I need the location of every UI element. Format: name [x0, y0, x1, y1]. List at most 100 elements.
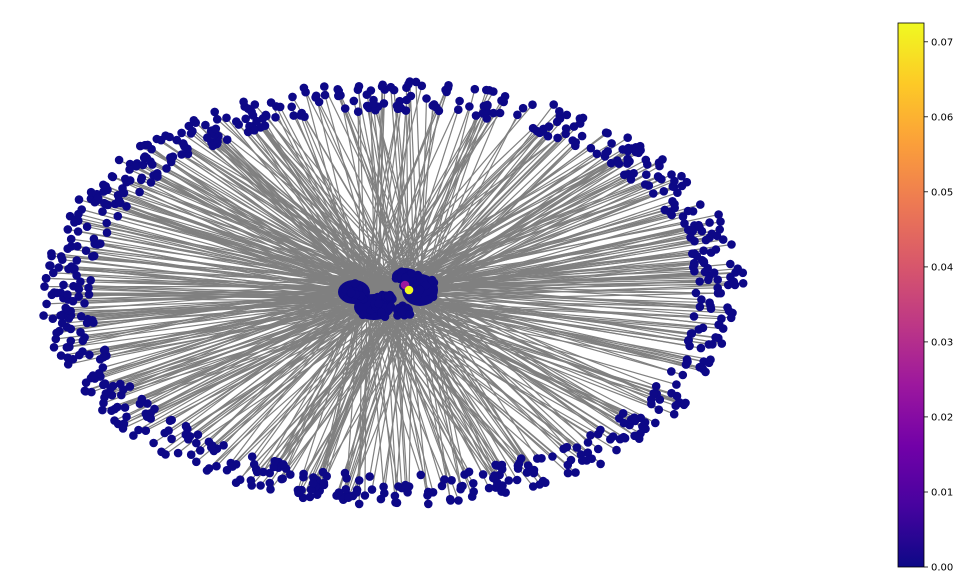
graph-node	[39, 311, 48, 320]
graph-edge	[402, 286, 507, 493]
graph-node	[549, 100, 558, 109]
graph-edge	[422, 288, 711, 307]
graph-node	[234, 120, 243, 129]
graph-node	[715, 320, 724, 330]
graph-node	[320, 82, 329, 91]
graph-node	[470, 84, 480, 94]
graph-edge	[84, 292, 366, 392]
graph-edge	[62, 259, 373, 296]
graph-node	[544, 122, 554, 131]
graph-node	[271, 113, 280, 122]
graph-node	[137, 394, 147, 404]
graph-node	[68, 296, 78, 306]
graph-edge	[378, 104, 533, 286]
graph-node	[52, 288, 62, 298]
graph-node	[695, 277, 704, 286]
graph-edge	[407, 84, 415, 296]
graph-edge	[412, 291, 522, 459]
graph-node	[671, 401, 680, 411]
graph-node	[334, 91, 343, 101]
graph-edge	[363, 112, 501, 298]
graph-node	[78, 336, 88, 346]
graph-node	[334, 488, 344, 497]
graph-node	[572, 443, 582, 452]
graph-node	[235, 475, 245, 485]
graph-node	[203, 133, 212, 142]
graph-node	[407, 269, 416, 278]
graph-node	[601, 128, 611, 137]
graph-node	[514, 459, 524, 468]
graph-node	[239, 97, 248, 107]
graph-node	[80, 299, 89, 308]
graph-node	[682, 355, 692, 364]
graph-node	[61, 303, 70, 313]
graph-node	[125, 382, 135, 391]
graph-node	[146, 414, 155, 423]
graph-node	[252, 467, 262, 477]
graph-edge	[402, 295, 672, 372]
graph-edge	[427, 302, 466, 475]
graph-edge	[243, 101, 396, 293]
graph-node	[386, 302, 396, 312]
graph-node	[392, 498, 402, 508]
graph-node	[716, 288, 725, 298]
graph-node	[396, 103, 406, 113]
graph-node	[405, 310, 415, 319]
graph-node	[49, 268, 58, 278]
graph-node	[690, 236, 699, 246]
graph-edge	[90, 287, 368, 379]
graph-node	[680, 219, 689, 228]
graph-node	[160, 428, 169, 438]
graph-node	[548, 452, 557, 461]
graph-node	[698, 323, 708, 333]
graph-node	[714, 210, 723, 219]
graph-edge	[408, 283, 636, 422]
graph-edge	[366, 94, 411, 288]
colorbar-tick-label: 0.04	[931, 262, 953, 273]
graph-edge	[370, 90, 376, 302]
graph-node	[493, 461, 502, 470]
graph-edge	[402, 283, 498, 484]
graph-node	[114, 195, 124, 205]
graph-node	[322, 471, 332, 481]
graph-node	[149, 438, 158, 448]
graph-edge	[106, 222, 379, 295]
graph-node	[465, 102, 474, 111]
graph-node	[501, 488, 510, 497]
graph-edge	[386, 284, 403, 489]
graph-node	[673, 188, 682, 197]
graph-edge	[92, 289, 367, 321]
graph-node	[212, 461, 221, 471]
graph-node	[672, 380, 681, 389]
graph-edge	[423, 284, 538, 459]
graph-node	[74, 195, 84, 204]
graph-node	[54, 263, 63, 272]
graph-node	[489, 87, 498, 96]
graph-node	[689, 262, 698, 272]
graph-node	[677, 181, 687, 191]
graph-node	[678, 370, 688, 380]
graph-edge	[367, 185, 683, 288]
graph-edge	[363, 299, 422, 476]
graph-edge	[369, 296, 591, 436]
graph-edge	[381, 298, 534, 487]
graph-node	[350, 279, 360, 288]
graph-node	[571, 141, 580, 151]
graph-edge	[418, 262, 705, 288]
graph-node	[344, 493, 353, 503]
graph-edge	[92, 283, 370, 377]
graph-node	[553, 133, 562, 143]
graph-node	[167, 434, 176, 444]
graph-node	[248, 111, 258, 120]
graph-edge	[394, 287, 409, 493]
graph-edge	[412, 302, 510, 481]
graph-node	[727, 240, 736, 249]
graph-edge	[189, 299, 373, 437]
graph-node	[72, 256, 82, 265]
graph-node	[208, 141, 218, 151]
graph-node	[59, 280, 68, 290]
graph-node	[416, 470, 426, 480]
graph-node	[469, 487, 479, 497]
graph-node	[219, 441, 228, 450]
colorbar-ticks: 0.00 0.01 0.02 0.03 0.04 0.05 0.06 0.07	[924, 37, 953, 574]
